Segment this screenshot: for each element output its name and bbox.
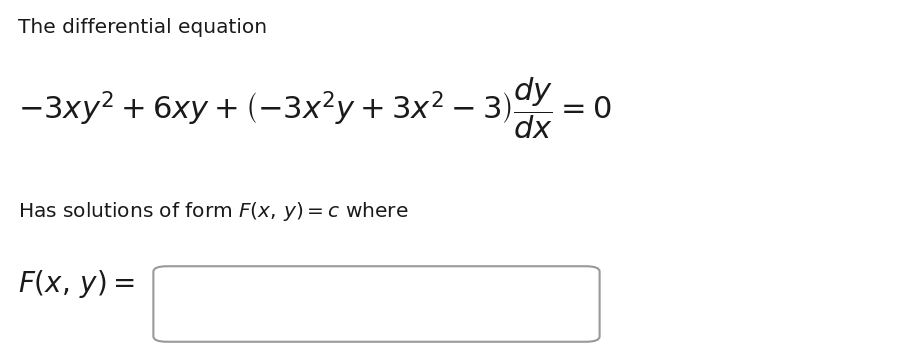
FancyBboxPatch shape <box>153 266 600 342</box>
Text: The differential equation: The differential equation <box>18 18 267 37</box>
Text: Has solutions of form $F(x,\, y) = c$ where: Has solutions of form $F(x,\, y) = c$ wh… <box>18 200 409 223</box>
Text: $F(x,\, y) =$: $F(x,\, y) =$ <box>18 268 135 300</box>
Text: $-3xy^2 + 6xy + \left( -3x^2y + 3x^2 - 3 \right)\dfrac{dy}{dx} = 0$: $-3xy^2 + 6xy + \left( -3x^2y + 3x^2 - 3… <box>18 75 612 140</box>
